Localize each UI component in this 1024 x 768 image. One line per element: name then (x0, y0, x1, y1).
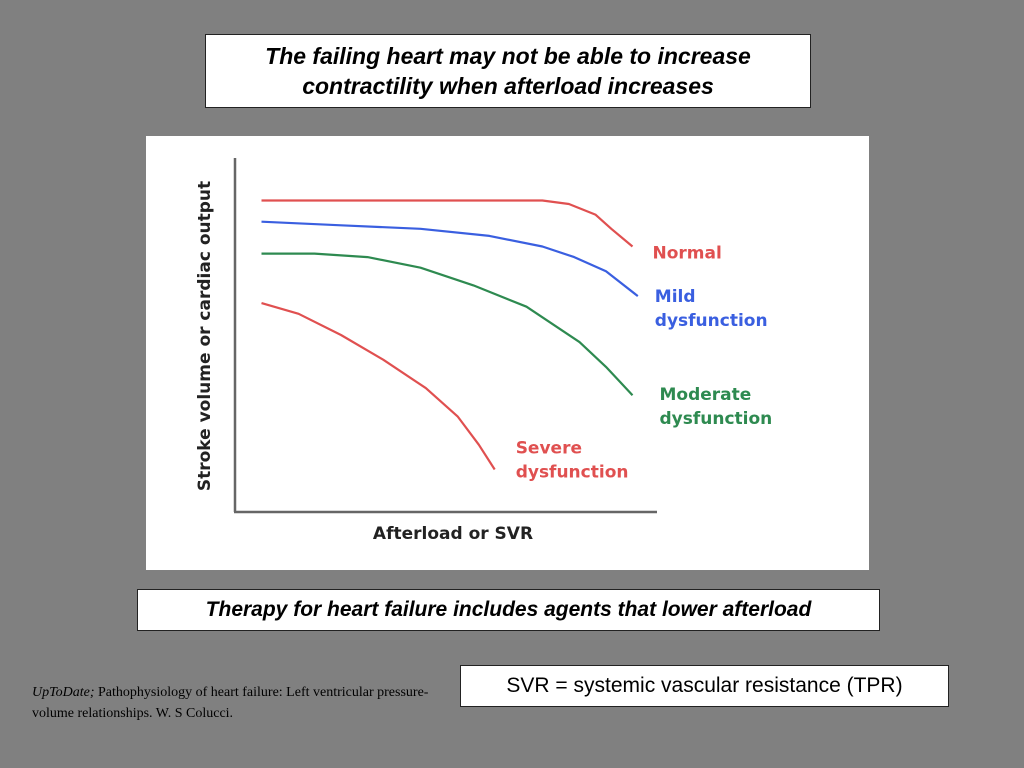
slide-title-line-1: The failing heart may not be able to inc… (265, 43, 751, 69)
slide-title-line-2: contractility when afterload increases (302, 73, 714, 99)
series-label-line: Severe (516, 439, 582, 459)
x-axis-label: Afterload or SVR (373, 524, 533, 544)
svr-definition-box: SVR = systemic vascular resistance (TPR) (460, 665, 949, 707)
citation-source: UpToDate; (32, 685, 95, 700)
series-label-line: Mild (655, 287, 696, 307)
series-label-line: dysfunction (516, 463, 629, 483)
y-axis-label: Stroke volume or cardiac output (195, 181, 215, 491)
series-label-mild-dysfunction: Mild dysfunction (655, 287, 768, 331)
therapy-note-box: Therapy for heart failure includes agent… (137, 589, 880, 631)
svr-definition: SVR = systemic vascular resistance (TPR) (506, 674, 903, 697)
series-layer: Normal Mild dysfunction Moderate dysfunction… (261, 199, 773, 483)
series-line-moderate-dysfunction (261, 252, 634, 396)
series-label-line: dysfunction (660, 409, 773, 429)
citation: UpToDate; Pathophysiology of heart failu… (32, 682, 462, 724)
chart-panel: Afterload or SVR Stroke volume or cardia… (146, 136, 869, 570)
series-line-severe-dysfunction (261, 302, 496, 471)
series-line-mild-dysfunction (261, 220, 639, 297)
series-label-line: dysfunction (655, 311, 768, 331)
series-label-line: Moderate (660, 385, 752, 405)
afterload-chart: Afterload or SVR Stroke volume or cardia… (195, 158, 773, 544)
slide-title-box: The failing heart may not be able to inc… (205, 34, 811, 108)
series-label-line: Normal (653, 244, 722, 264)
citation-text: Pathophysiology of heart failure: Left v… (32, 685, 429, 721)
series-label-severe-dysfunction: Severe dysfunction (516, 439, 629, 483)
therapy-note: Therapy for heart failure includes agent… (205, 598, 812, 621)
series-label-moderate-dysfunction: Moderate dysfunction (660, 385, 773, 429)
series-line-normal (261, 199, 634, 248)
series-label-normal: Normal (653, 244, 722, 264)
